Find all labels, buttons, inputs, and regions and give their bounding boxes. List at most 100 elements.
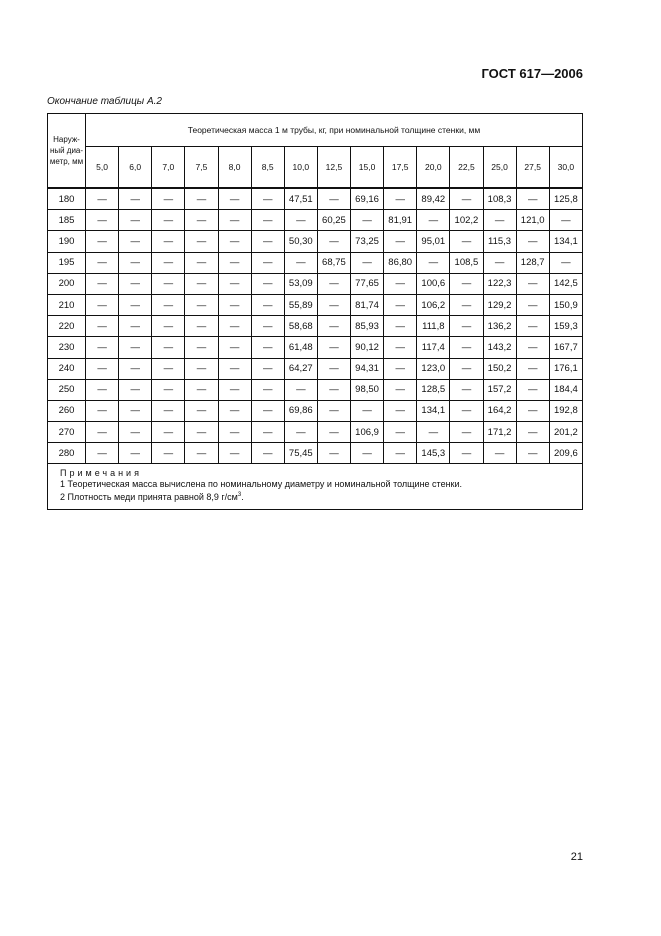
mass-cell: —	[250, 293, 285, 317]
mass-cell: —	[449, 378, 484, 401]
mass-cell: —	[151, 315, 186, 338]
mass-cell: 81,74	[349, 293, 385, 317]
thickness-header: 20,0	[416, 146, 451, 189]
mass-cell: —	[250, 378, 285, 401]
mass-cell: —	[383, 442, 418, 465]
mass-cell: —	[217, 251, 252, 274]
mass-cell: —	[515, 230, 550, 253]
mass-cell: —	[118, 187, 153, 211]
mass-cell: —	[283, 209, 318, 232]
mass-cell: 53,09	[283, 272, 318, 295]
note-2-superscript: 3	[237, 492, 242, 499]
mass-cell: —	[151, 293, 186, 317]
mass-cell: —	[184, 209, 219, 232]
mass-cell: —	[217, 293, 252, 317]
diameter-cell: 250	[47, 378, 86, 401]
mass-cell: —	[283, 421, 318, 444]
mass-cell: 121,0	[515, 209, 550, 232]
mass-cell: 55,89	[283, 293, 318, 317]
mass-cell: —	[151, 378, 186, 401]
mass-cell: 167,7	[548, 336, 584, 359]
mass-cell: —	[84, 251, 120, 274]
diameter-cell: 260	[47, 399, 86, 423]
mass-cell: —	[383, 315, 418, 338]
mass-cell: 122,3	[482, 272, 517, 295]
mass-cell: —	[515, 293, 550, 317]
mass-cell: —	[184, 421, 219, 444]
mass-cell: —	[250, 399, 285, 423]
note-1: 1 Теоретическая масса вычислена по номин…	[60, 479, 463, 490]
thickness-header: 8,5	[250, 146, 285, 189]
note-2-end: .	[241, 492, 244, 503]
mass-cell: 129,2	[482, 293, 517, 317]
mass-cell: —	[316, 230, 352, 253]
mass-cell: —	[316, 293, 352, 317]
mass-cell: —	[383, 336, 418, 359]
mass-cell: —	[84, 293, 120, 317]
mass-cell: 47,51	[283, 187, 318, 211]
mass-cell: 108,3	[482, 187, 517, 211]
table-row: 210— — — — — —55,89—81,74—106,2—129,2—150,9	[47, 293, 584, 317]
mass-cell: 69,16	[349, 187, 385, 211]
mass-cell: —	[449, 230, 484, 253]
mass-cell: —	[316, 442, 352, 465]
mass-cell: —	[184, 293, 219, 317]
mass-cell: —	[250, 336, 285, 359]
mass-cell: —	[217, 230, 252, 253]
thickness-header: 17,5	[383, 146, 418, 189]
mass-cell: —	[449, 315, 484, 338]
mass-cell: —	[316, 357, 352, 380]
mass-cell: —	[416, 421, 451, 444]
mass-cell: —	[118, 421, 153, 444]
mass-cell: —	[482, 251, 517, 274]
table-row: 200— — — — — —53,09—77,65—100,6—122,3—142,5	[47, 272, 584, 295]
table-row: 220— — — — — —58,68—85,93—111,8—136,2—159,3	[47, 315, 584, 338]
diameter-cell: 220	[47, 315, 86, 338]
mass-cell: —	[416, 251, 451, 274]
mass-cell: —	[84, 336, 120, 359]
mass-cell: —	[349, 442, 385, 465]
mass-cell: —	[449, 357, 484, 380]
mass-cell: —	[449, 399, 484, 423]
mass-cell: —	[515, 378, 550, 401]
mass-cell: 134,1	[548, 230, 584, 253]
mass-cell: —	[84, 315, 120, 338]
mass-cell: —	[118, 251, 153, 274]
mass-cell: 145,3	[416, 442, 451, 465]
mass-cell: —	[151, 336, 186, 359]
mass-cell: —	[217, 357, 252, 380]
mass-cell: 142,5	[548, 272, 584, 295]
mass-cell: —	[151, 421, 186, 444]
mass-cell: —	[184, 272, 219, 295]
mass-cell: 159,3	[548, 315, 584, 338]
diameter-cell: 270	[47, 421, 86, 444]
mass-cell: —	[118, 272, 153, 295]
mass-cell: —	[449, 272, 484, 295]
mass-cell: —	[515, 187, 550, 211]
mass-cell: 73,25	[349, 230, 385, 253]
note-2: 2 Плотность меди принята равной 8,9 г/см…	[60, 490, 574, 503]
mass-cell: —	[184, 357, 219, 380]
mass-cell: —	[217, 378, 252, 401]
mass-cell: —	[151, 399, 186, 423]
table-row: 185— — — — — — —60,25—81,91—102,2—121,0—	[47, 209, 584, 232]
mass-cell: —	[316, 378, 352, 401]
mass-cell: —	[383, 230, 418, 253]
mass-cell: —	[151, 209, 186, 232]
mass-cell: 150,9	[548, 293, 584, 317]
mass-cell: —	[383, 378, 418, 401]
mass-cell: —	[383, 272, 418, 295]
table-row: 260— — — — — —69,86— — —134,1—164,2—192,8	[47, 399, 584, 423]
mass-cell: —	[84, 421, 120, 444]
table-row: 250— — — — — — — —98,50—128,5—157,2—184,4	[47, 378, 584, 401]
table-notes: Примечания 1 Теоретическая масса вычисле…	[47, 463, 583, 511]
diameter-cell: 280	[47, 442, 86, 465]
mass-cell: —	[250, 272, 285, 295]
mass-cell: —	[184, 378, 219, 401]
diameter-cell: 185	[47, 209, 86, 232]
mass-cell: —	[217, 336, 252, 359]
mass-cell: —	[283, 251, 318, 274]
mass-cell: 90,12	[349, 336, 385, 359]
page-number: 21	[570, 851, 583, 863]
mass-cell: —	[316, 315, 352, 338]
